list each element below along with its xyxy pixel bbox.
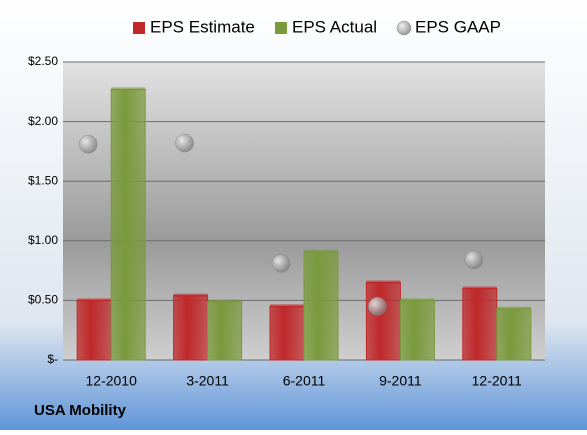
bar-top [207,299,242,303]
legend-label: EPS Estimate [150,17,255,36]
x-tick-label: 9-2011 [379,373,422,389]
bar-top [77,298,112,302]
bar-top [366,280,401,284]
x-tick-label: 12-2011 [472,373,523,389]
y-tick-label: $0.50 [28,293,58,307]
y-tick-label: $1.00 [28,233,58,247]
bar-top [496,306,531,310]
legend-label: EPS GAAP [415,17,501,36]
bar [496,308,532,361]
y-tick-label: $- [47,352,58,366]
bar [269,305,305,361]
bar [399,299,435,361]
gaap-marker [271,254,291,273]
gaap-marker [175,133,194,153]
bar-top [111,87,146,91]
bar-top [400,298,435,302]
gaap-marker [464,250,484,270]
x-tick-label: 3-2011 [186,373,229,389]
bar-top [462,286,497,290]
legend-marker [133,22,145,34]
bar [303,251,339,361]
bar-top [304,249,338,253]
bar-top [270,304,304,308]
bar [207,301,243,361]
legend-marker [396,20,412,36]
y-tick-label: $2.50 [28,54,58,68]
gaap-marker [78,134,98,154]
bar [365,282,401,361]
legend-marker [275,22,287,34]
x-tick-label: 12-2010 [86,373,138,389]
legend-label: EPS Actual [292,17,377,36]
bar [462,287,498,361]
gaap-marker [368,297,387,316]
bar [110,88,146,361]
bar [76,299,112,361]
y-tick-label: $2.00 [28,114,58,128]
bar-top [173,293,208,297]
bar [173,295,209,361]
y-tick-label: $1.50 [28,173,58,187]
x-tick-label: 6-2011 [283,373,326,389]
company-label: USA Mobility [34,402,127,419]
